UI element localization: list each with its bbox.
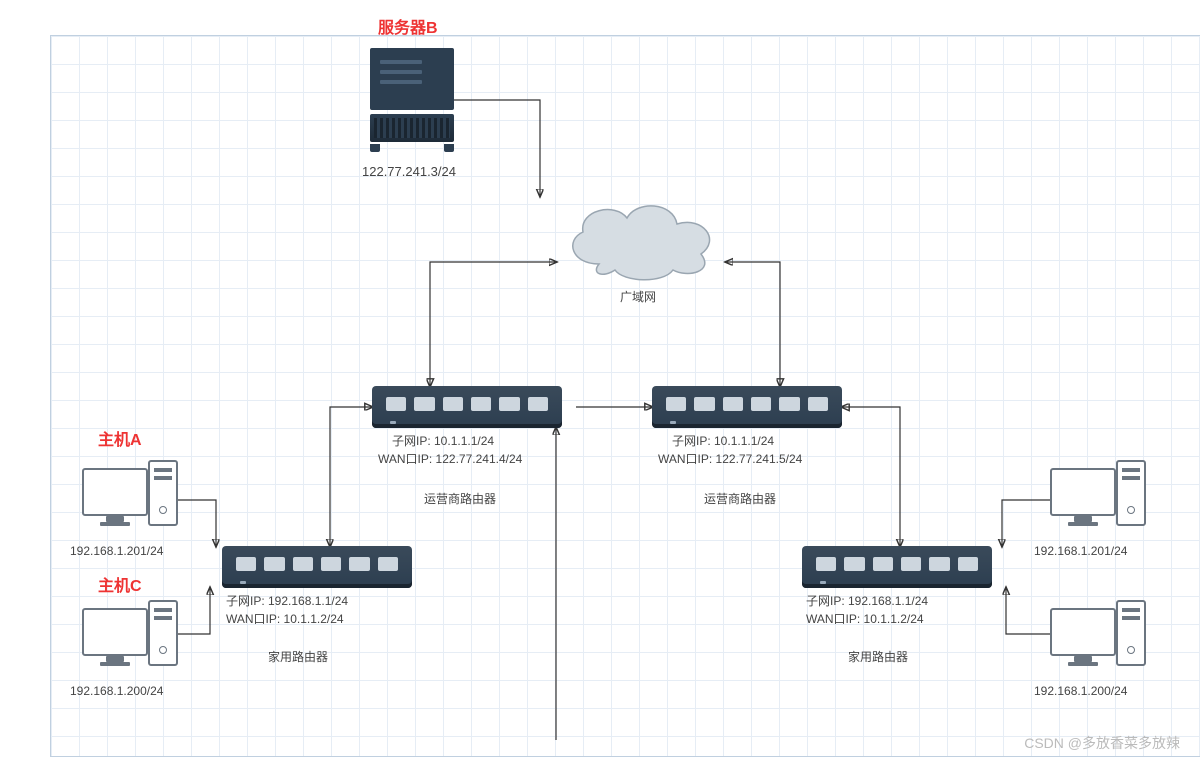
wan-cloud [553, 192, 733, 282]
home-left-wan: WAN口IP: 10.1.1.2/24 [226, 610, 344, 627]
host-r2 [1050, 600, 1146, 666]
host-r1 [1050, 460, 1146, 526]
host-a [82, 460, 178, 526]
home-router-left [222, 546, 412, 588]
server-b-ip: 122.77.241.3/24 [362, 164, 456, 179]
isp-right-wan: WAN口IP: 122.77.241.5/24 [658, 450, 802, 467]
host-a-ip: 192.168.1.201/24 [70, 544, 163, 558]
host-r1-ip: 192.168.1.201/24 [1034, 544, 1127, 558]
home-right-subnet: 子网IP: 192.168.1.1/24 [806, 592, 928, 609]
host-c [82, 600, 178, 666]
host-c-ip: 192.168.1.200/24 [70, 684, 163, 698]
home-left-subnet: 子网IP: 192.168.1.1/24 [226, 592, 348, 609]
isp-left-wan: WAN口IP: 122.77.241.4/24 [378, 450, 522, 467]
watermark: CSDN @多放香菜多放辣 [1024, 733, 1180, 753]
isp-right-name: 运营商路由器 [704, 490, 776, 507]
home-right-wan: WAN口IP: 10.1.1.2/24 [806, 610, 924, 627]
grid-background [50, 35, 1200, 757]
home-router-right [802, 546, 992, 588]
host-r2-ip: 192.168.1.200/24 [1034, 684, 1127, 698]
home-right-name: 家用路由器 [848, 648, 908, 665]
server-b-title: 服务器B [378, 14, 438, 38]
host-c-title: 主机C [98, 572, 142, 596]
isp-left-name: 运营商路由器 [424, 490, 496, 507]
server-b [370, 48, 454, 152]
isp-router-left [372, 386, 562, 428]
isp-router-right [652, 386, 842, 428]
isp-left-subnet: 子网IP: 10.1.1.1/24 [392, 432, 494, 449]
host-a-title: 主机A [98, 426, 142, 450]
wan-label: 广域网 [620, 288, 656, 305]
home-left-name: 家用路由器 [268, 648, 328, 665]
isp-right-subnet: 子网IP: 10.1.1.1/24 [672, 432, 774, 449]
